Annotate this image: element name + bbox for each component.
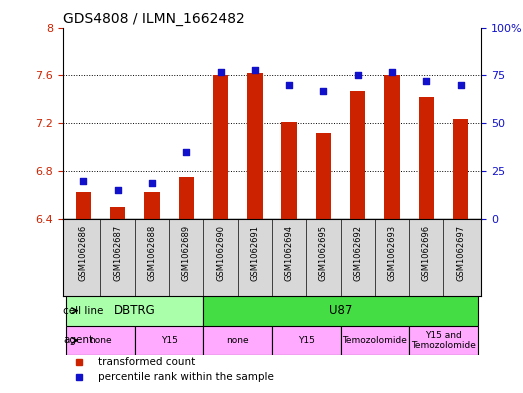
Text: GSM1062690: GSM1062690 <box>216 225 225 281</box>
Point <box>422 78 430 84</box>
Bar <box>203 325 272 355</box>
Bar <box>272 325 340 355</box>
Text: agent: agent <box>63 336 94 345</box>
Bar <box>418 97 434 219</box>
Point <box>217 68 225 75</box>
Text: GSM1062686: GSM1062686 <box>79 225 88 281</box>
Text: GSM1062689: GSM1062689 <box>181 225 191 281</box>
Text: GSM1062694: GSM1062694 <box>285 225 293 281</box>
Bar <box>110 207 126 219</box>
Point <box>251 66 259 73</box>
Point <box>354 72 362 79</box>
Point <box>285 82 293 88</box>
Text: Y15: Y15 <box>161 336 177 345</box>
Text: GSM1062693: GSM1062693 <box>388 225 396 281</box>
Text: cell line: cell line <box>63 306 104 316</box>
Point <box>457 82 465 88</box>
Bar <box>384 75 400 219</box>
Bar <box>203 296 477 325</box>
Point <box>182 149 190 155</box>
Text: Y15 and
Temozolomide: Y15 and Temozolomide <box>411 331 476 350</box>
Text: GSM1062692: GSM1062692 <box>353 225 362 281</box>
Bar <box>340 325 409 355</box>
Bar <box>247 73 263 219</box>
Text: GSM1062691: GSM1062691 <box>251 225 259 281</box>
Bar <box>135 325 203 355</box>
Point <box>319 88 327 94</box>
Text: U87: U87 <box>329 304 352 317</box>
Text: GDS4808 / ILMN_1662482: GDS4808 / ILMN_1662482 <box>63 13 245 26</box>
Bar <box>213 75 228 219</box>
Bar <box>350 91 366 219</box>
Text: percentile rank within the sample: percentile rank within the sample <box>98 373 274 382</box>
Text: DBTRG: DBTRG <box>114 304 156 317</box>
Text: GSM1062687: GSM1062687 <box>113 225 122 281</box>
Bar <box>178 177 194 219</box>
Bar <box>66 296 203 325</box>
Bar <box>453 119 468 219</box>
Bar <box>144 191 160 219</box>
Point <box>388 68 396 75</box>
Text: GSM1062697: GSM1062697 <box>456 225 465 281</box>
Text: none: none <box>89 336 112 345</box>
Text: GSM1062688: GSM1062688 <box>147 225 156 281</box>
Point <box>147 180 156 186</box>
Text: none: none <box>226 336 249 345</box>
Point <box>79 178 87 184</box>
Bar <box>76 191 91 219</box>
Text: Temozolomide: Temozolomide <box>343 336 407 345</box>
Text: Y15: Y15 <box>298 336 315 345</box>
Bar <box>66 325 135 355</box>
Bar <box>281 122 297 219</box>
Text: GSM1062695: GSM1062695 <box>319 225 328 281</box>
Bar <box>409 325 477 355</box>
Point <box>113 187 122 193</box>
Text: GSM1062696: GSM1062696 <box>422 225 431 281</box>
Text: transformed count: transformed count <box>98 357 196 367</box>
Bar <box>316 133 331 219</box>
